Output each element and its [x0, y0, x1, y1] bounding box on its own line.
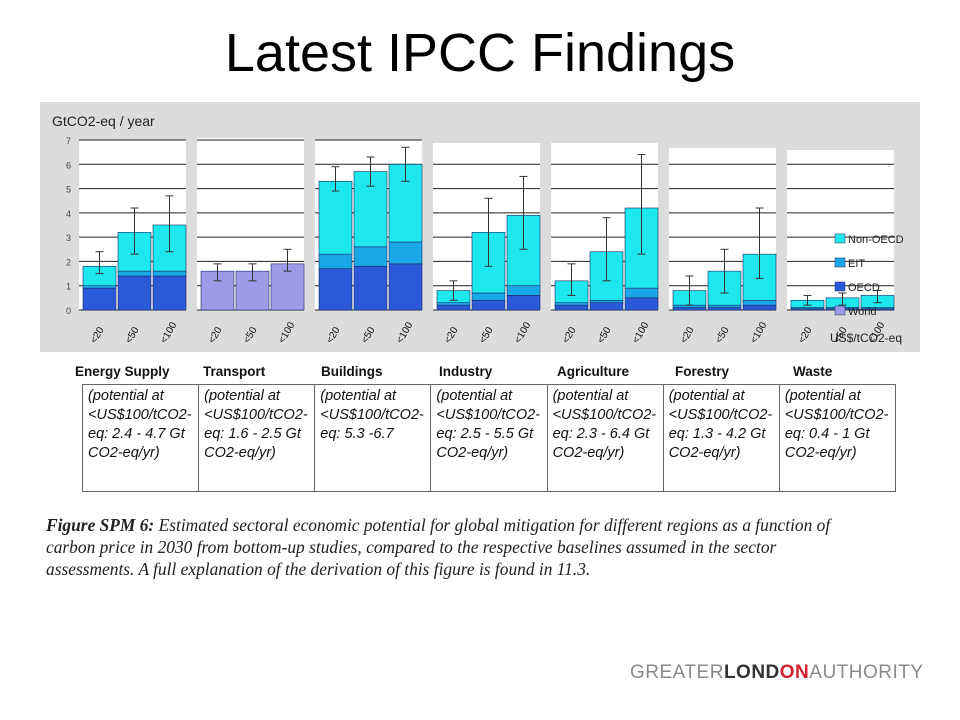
caption-label: Figure SPM 6: [46, 515, 155, 535]
bar-segment-eit [624, 287, 659, 299]
bar-segment-eit [554, 302, 589, 306]
legend-label: OECD [848, 282, 880, 294]
bar-segment-oecd [672, 307, 707, 311]
potential-cell-waste: (potential at <US$100/tCO2-eq: 0.4 - 1 G… [778, 384, 897, 492]
bar-segment-eit [506, 285, 541, 296]
bar-segment-oecd [624, 297, 659, 311]
potential-cell-buildings: (potential at <US$100/tCO2-eq: 5.3 -6.7 [314, 384, 432, 492]
y-tick-label: 7 [66, 136, 71, 146]
table-row: (potential at <US$100/tCO2-eq: 2.4 - 4.7… [81, 384, 897, 492]
legend-swatch [834, 281, 846, 292]
bar-segment-eit [318, 253, 353, 270]
potential-cell-agriculture: (potential at <US$100/tCO2-eq: 2.3 - 6.4… [546, 384, 664, 492]
bar-segment-eit [388, 241, 423, 265]
sector-label: Forestry [675, 364, 730, 379]
legend-label: EIT [848, 258, 865, 270]
sector-label: Waste [793, 364, 833, 379]
bar-segment-oecd [554, 304, 589, 311]
bar-segment-oecd [82, 287, 117, 311]
bar-segment-oecd [707, 307, 742, 311]
y-tick-label: 4 [66, 209, 71, 219]
logo-on: ON [779, 662, 810, 683]
legend-label: World [848, 306, 877, 318]
y-axis-label: GtCO2-eq / year [52, 113, 155, 129]
gla-logo: GREATERLONDONAUTHORITY [630, 662, 924, 684]
bar-segment-non-oecd [318, 180, 353, 255]
potential-cell-industry: (potential at <US$100/tCO2-eq: 2.5 - 5.5… [430, 384, 548, 492]
potential-cell-forestry: (potential at <US$100/tCO2-eq: 1.3 - 4.2… [662, 384, 780, 492]
y-tick-label: 6 [66, 160, 71, 170]
bar-segment-oecd [589, 302, 624, 311]
logo-london: LOND [723, 662, 780, 683]
bar-segment-eit [82, 285, 117, 289]
legend-label: Non-OECD [848, 234, 904, 246]
legend-swatch [834, 233, 846, 244]
bar-segment-oecd [152, 275, 187, 311]
bar-segment-eit [436, 302, 471, 306]
price-unit-label: US$/tCO2-eq [830, 331, 902, 345]
y-tick-label: 5 [66, 185, 71, 195]
bar-segment-eit [707, 304, 742, 308]
logo-authority: AUTHORITY [809, 662, 924, 683]
caption-text: Estimated sectoral economic potential fo… [46, 515, 831, 579]
bar-segment-oecd [436, 304, 471, 311]
y-tick-label: 0 [66, 306, 71, 316]
bar-segment-oecd [353, 265, 388, 311]
sector-label: Industry [439, 364, 493, 379]
potential-cell-energy-supply: (potential at <US$100/tCO2-eq: 2.4 - 4.7… [81, 384, 200, 492]
y-tick-label: 1 [66, 282, 71, 292]
bar-segment-eit [742, 299, 777, 306]
bar-segment-eit [589, 299, 624, 304]
bar-segment-oecd [117, 275, 152, 311]
bar-segment-eit [353, 246, 388, 267]
y-tick-label: 3 [66, 233, 71, 243]
figure-caption: Figure SPM 6: Estimated sectoral economi… [46, 514, 846, 580]
bar-segment-eit [117, 270, 152, 277]
bar-segment-oecd [388, 263, 423, 311]
bar-segment-eit [152, 270, 187, 277]
legend-swatch [834, 305, 846, 316]
bar-segment-oecd [506, 295, 541, 311]
potential-table: (potential at <US$100/tCO2-eq: 2.4 - 4.7… [81, 384, 897, 492]
bar-segment-oecd [471, 299, 506, 311]
bar-segment-oecd [318, 268, 353, 311]
potential-cell-transport: (potential at <US$100/tCO2-eq: 1.6 - 2.5… [198, 384, 316, 492]
logo-greater: GREATER [630, 662, 724, 683]
y-tick-label: 2 [66, 257, 71, 267]
bar-segment-eit [471, 292, 506, 301]
bar-segment-oecd [742, 304, 777, 311]
sector-label: Energy Supply [75, 364, 170, 379]
sector-label: Transport [203, 364, 266, 379]
legend-swatch [834, 257, 846, 268]
slide-title: Latest IPCC Findings [224, 23, 736, 83]
sector-label: Agriculture [557, 364, 630, 379]
sector-label: Buildings [321, 364, 383, 379]
